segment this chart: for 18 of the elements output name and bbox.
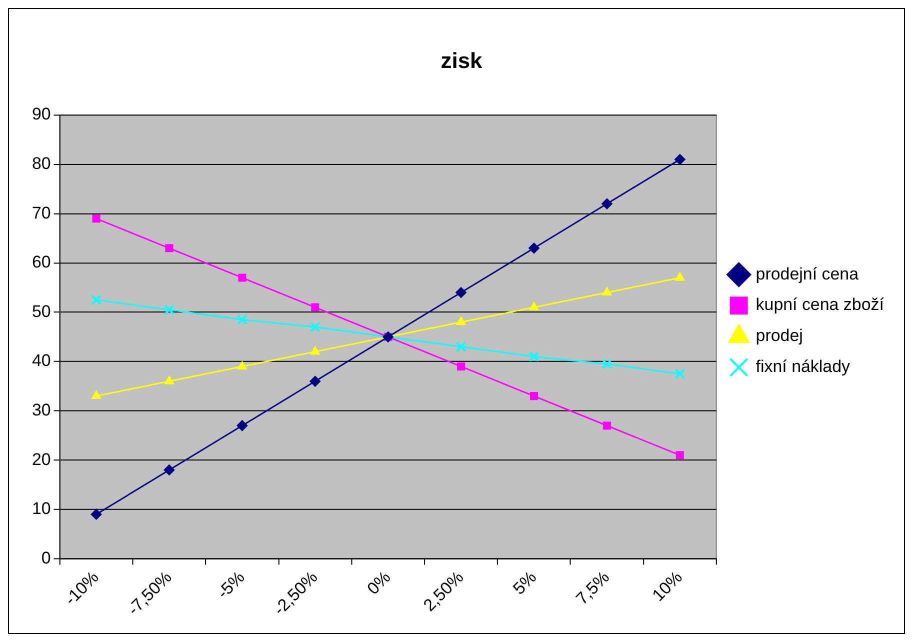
y-tick-label: 20 — [32, 450, 51, 469]
y-tick-label: 40 — [32, 351, 51, 370]
legend-label: kupní cena zboží — [756, 295, 884, 314]
y-tick-label: 70 — [32, 203, 51, 222]
y-tick-label: 10 — [32, 499, 51, 518]
x-tick-label: -5% — [214, 568, 248, 602]
x-tick-label: 5% — [509, 568, 540, 598]
legend-label: prodej — [756, 326, 803, 346]
chart-title: zisk — [440, 48, 484, 74]
y-tick-label: 50 — [32, 302, 51, 321]
y-tick-label: 30 — [32, 400, 51, 420]
y-tick-label: 60 — [32, 252, 51, 272]
y-tick-label: 90 — [32, 104, 51, 124]
legend-label: fixní náklady — [756, 357, 851, 376]
x-tick-label: 0% — [363, 568, 394, 598]
legend-label: prodejní cena — [756, 264, 860, 284]
y-tick-label: 80 — [32, 154, 51, 174]
y-tick-label: 0 — [41, 548, 51, 568]
